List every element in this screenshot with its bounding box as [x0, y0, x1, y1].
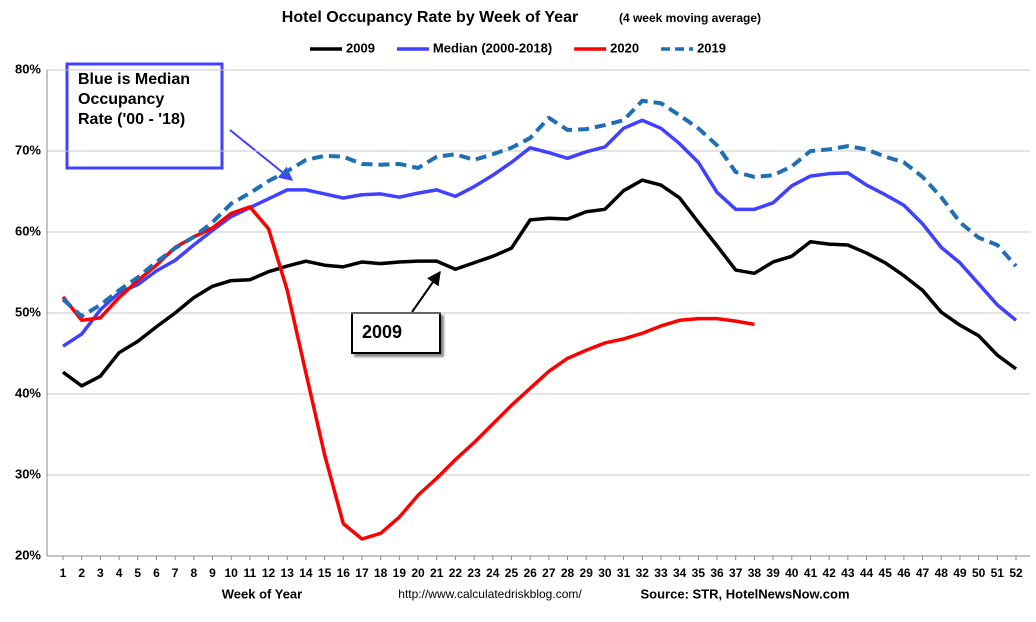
legend-label: Median (2000-2018) [433, 40, 552, 55]
x-tick-label: 10 [224, 566, 238, 580]
x-tick-label: 45 [879, 566, 893, 580]
x-tick-label: 13 [281, 566, 295, 580]
series-line [61, 98, 1018, 319]
x-tick-label: 27 [542, 566, 556, 580]
x-tick-label: 32 [636, 566, 650, 580]
x-tick-label: 37 [729, 566, 743, 580]
x-tick-label: 28 [561, 566, 575, 580]
x-tick-label: 24 [486, 566, 500, 580]
x-tick-label: 17 [355, 566, 369, 580]
x-tick-label: 18 [374, 566, 388, 580]
legend-label: 2019 [697, 40, 726, 55]
x-tick-label: 20 [411, 566, 425, 580]
annotation-text: Rate ('00 - '18) [78, 111, 185, 128]
footer-url: http://www.calculatedriskblog.com/ [398, 587, 582, 601]
chart-subtitle: (4 week moving average) [619, 11, 761, 25]
x-tick-label: 19 [393, 566, 407, 580]
x-tick-label: 29 [580, 566, 594, 580]
x-tick-label: 34 [673, 566, 687, 580]
x-tick-label: 49 [953, 566, 967, 580]
legend-label: 2009 [346, 40, 375, 55]
y-tick-label: 60% [15, 223, 41, 238]
x-tick-label: 11 [244, 566, 257, 580]
annotation-box [351, 312, 441, 354]
x-tick-label: 2 [78, 566, 85, 580]
series-line [62, 118, 1018, 348]
annotation-text: Occupancy [78, 91, 164, 108]
y-tick-label: 80% [15, 61, 41, 76]
annotation-text: Blue is Median [78, 71, 190, 88]
x-tick-label: 51 [991, 566, 1005, 580]
x-tick-label: 3 [97, 566, 104, 580]
chart-title: Hotel Occupancy Rate by Week of Year [282, 9, 578, 26]
x-tick-label: 8 [190, 566, 197, 580]
x-tick-label: 48 [935, 566, 949, 580]
x-tick-label: 16 [337, 566, 351, 580]
annotation-arrow [229, 129, 294, 181]
x-tick-label: 36 [710, 566, 724, 580]
x-tick-label: 21 [430, 566, 444, 580]
x-tick-label: 15 [318, 566, 332, 580]
y-tick-label: 50% [15, 304, 41, 319]
x-tick-label: 26 [523, 566, 537, 580]
x-tick-label: 33 [654, 566, 668, 580]
x-tick-label: 38 [748, 566, 762, 580]
x-tick-label: 43 [841, 566, 855, 580]
x-tick-label: 30 [598, 566, 612, 580]
x-tick-label: 50 [972, 566, 986, 580]
x-tick-label: 40 [785, 566, 799, 580]
annotation-arrow [411, 270, 441, 313]
y-tick-label: 70% [15, 142, 41, 157]
x-tick-label: 39 [766, 566, 780, 580]
y-tick-label: 20% [15, 547, 41, 562]
x-tick-label: 52 [1009, 566, 1023, 580]
x-tick-label: 31 [617, 566, 631, 580]
x-tick-label: 1 [60, 566, 67, 580]
annotation-text: 2009 [362, 322, 402, 342]
series-line [61, 178, 1018, 388]
x-tick-label: 47 [916, 566, 930, 580]
y-tick-label: 30% [15, 466, 41, 481]
x-axis-label: Week of Year [222, 586, 302, 601]
x-tick-label: 5 [134, 566, 141, 580]
x-tick-label: 7 [172, 566, 179, 580]
x-tick-label: 41 [804, 566, 818, 580]
x-tick-label: 6 [153, 566, 160, 580]
x-tick-label: 46 [897, 566, 911, 580]
footer-source: Source: STR, HotelNewsNow.com [641, 586, 850, 601]
x-tick-label: 42 [822, 566, 836, 580]
x-tick-label: 35 [692, 566, 706, 580]
legend-label: 2020 [610, 40, 639, 55]
x-tick-label: 22 [449, 566, 463, 580]
x-tick-label: 44 [860, 566, 874, 580]
x-tick-label: 9 [209, 566, 216, 580]
x-tick-label: 25 [505, 566, 519, 580]
x-tick-label: 4 [116, 566, 123, 580]
x-tick-label: 14 [299, 566, 313, 580]
x-tick-label: 23 [467, 566, 481, 580]
x-tick-label: 12 [262, 566, 276, 580]
y-tick-label: 40% [15, 385, 41, 400]
